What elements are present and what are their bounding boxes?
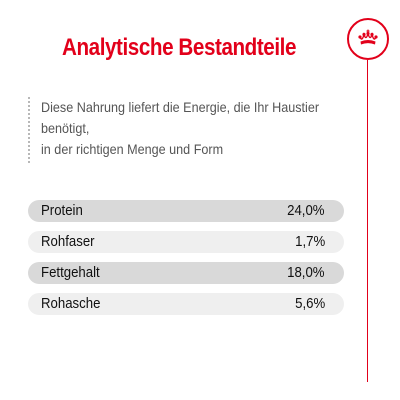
nutrient-value: 24,0% [287, 202, 325, 219]
nutrient-list: Protein 24,0% Rohfaser 1,7% Fettgehalt 1… [28, 200, 344, 324]
crown-icon [358, 29, 378, 45]
intro-block: Diese Nahrung liefert die Energie, die I… [28, 97, 328, 163]
side-divider-line [367, 60, 368, 382]
intro-line: benötigt, [41, 120, 90, 136]
nutrient-row-fettgehalt: Fettgehalt 18,0% [28, 262, 344, 284]
nutrient-row-rohasche: Rohasche 5,6% [28, 293, 344, 315]
nutrient-row-rohfaser: Rohfaser 1,7% [28, 231, 344, 253]
brand-badge [347, 18, 389, 60]
nutrient-label: Rohasche [41, 295, 101, 312]
intro-line: in der richtigen Menge und Form [41, 141, 224, 157]
intro-line: Diese Nahrung liefert die Energie, die I… [41, 99, 320, 115]
nutrient-label: Rohfaser [41, 233, 95, 250]
intro-dotted-border [28, 97, 30, 163]
nutrient-value: 1,7% [294, 233, 325, 250]
page-title: Analytische Bestandteile [62, 34, 297, 61]
nutrient-value: 5,6% [294, 295, 325, 312]
nutrient-row-protein: Protein 24,0% [28, 200, 344, 222]
nutrient-label: Protein [41, 202, 83, 219]
nutrient-value: 18,0% [287, 264, 325, 281]
intro-text: Diese Nahrung liefert die Energie, die I… [41, 97, 320, 160]
nutrient-label: Fettgehalt [41, 264, 100, 281]
